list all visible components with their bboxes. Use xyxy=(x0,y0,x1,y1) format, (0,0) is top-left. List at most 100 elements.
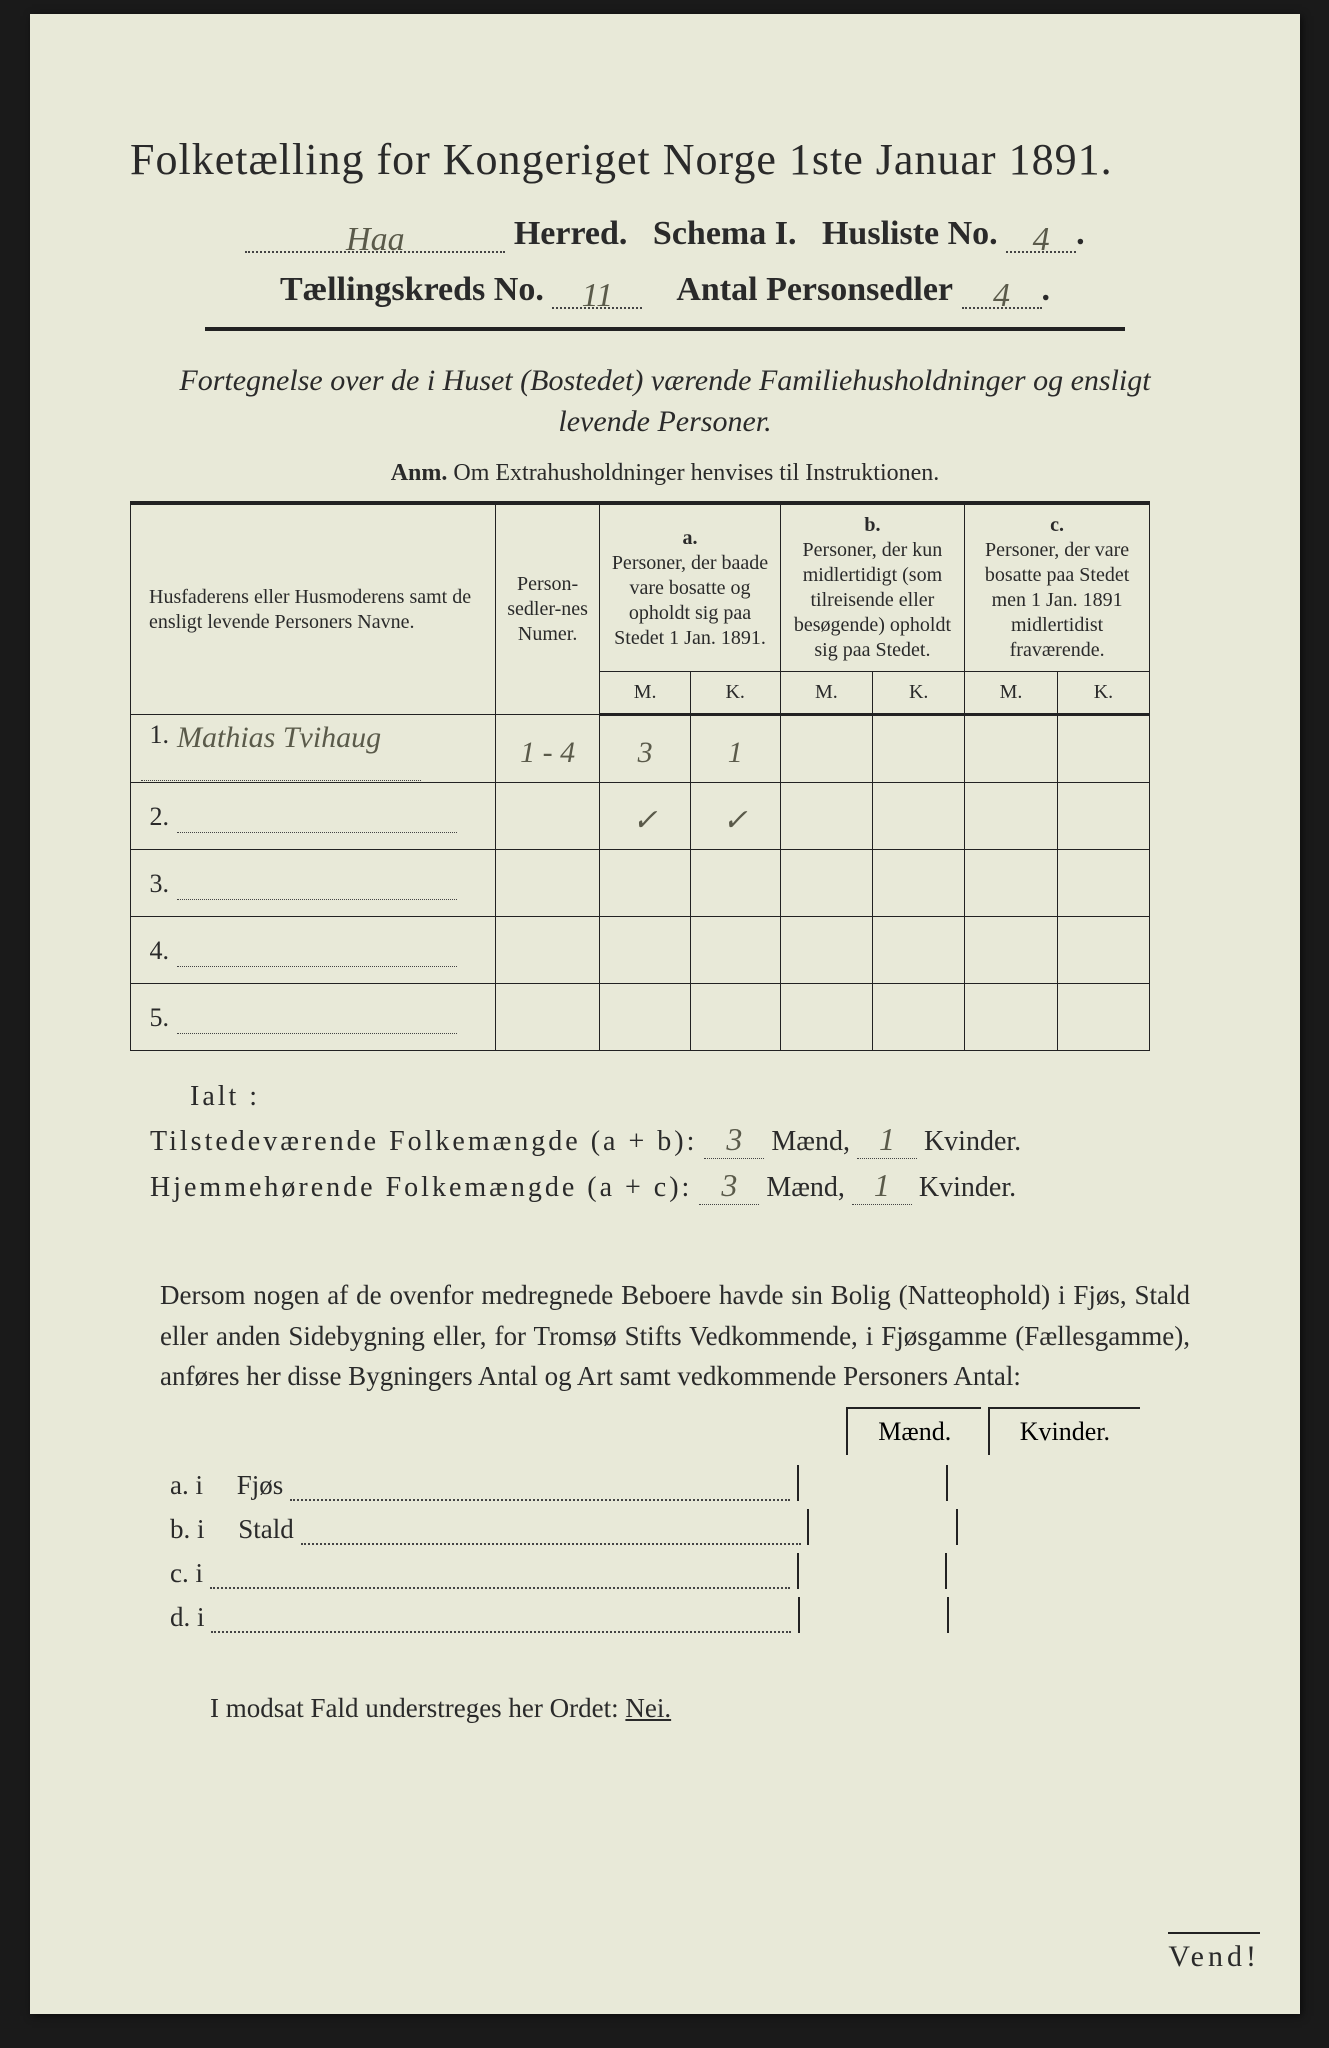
sub-c-k xyxy=(945,1553,1087,1589)
row-name: 4. xyxy=(131,917,496,984)
th-a-text: Personer, der baade vare bosatte og opho… xyxy=(612,552,768,649)
herred-value: Haa xyxy=(346,221,405,258)
row-cell xyxy=(495,917,600,984)
sub-b-k xyxy=(956,1509,1098,1545)
sub-d-k xyxy=(947,1597,1089,1633)
tilstede-label: Tilstedeværende Folkemængde (a + b): xyxy=(150,1126,697,1157)
row-cell xyxy=(495,850,600,917)
th-b-text: Personer, der kun midlertidigt (som tilr… xyxy=(794,539,951,661)
mk-m: Mænd. xyxy=(846,1407,981,1455)
th-b-k: K. xyxy=(873,672,965,715)
th-b-m: M. xyxy=(780,672,873,715)
antal-value: 4 xyxy=(993,277,1010,314)
modsat-line: I modsat Fald understreges her Ordet: Ne… xyxy=(210,1693,1200,1724)
th-c-k: K. xyxy=(1057,672,1149,715)
maend-label2: Mænd, xyxy=(766,1172,845,1203)
table-row: 3. xyxy=(131,850,1150,917)
row-cell xyxy=(495,984,600,1051)
row-cell xyxy=(873,984,965,1051)
bolig-paragraph: Dersom nogen af de ovenfor medregnede Be… xyxy=(160,1275,1190,1397)
subtable: a. i Fjøs b. i Stald c. i d. xyxy=(170,1465,1200,1633)
page-title: Folketælling for Kongeriget Norge 1ste J… xyxy=(130,134,1200,185)
row-name: 5. xyxy=(131,984,496,1051)
maend-label: Mænd, xyxy=(771,1126,850,1157)
mk-k: Kvinder. xyxy=(988,1407,1140,1455)
row-cell xyxy=(965,984,1058,1051)
row-cell: ✓ xyxy=(600,783,690,850)
row-cell xyxy=(780,984,873,1051)
row-cell xyxy=(495,783,600,850)
row-name: 3. xyxy=(131,850,496,917)
row-cell xyxy=(873,850,965,917)
header-line-kreds: Tællingskreds No. 11 Antal Personsedler … xyxy=(130,271,1200,309)
content: Folketælling for Kongeriget Norge 1ste J… xyxy=(130,134,1200,1724)
table-body: 1.Mathias Tvihaug1 - 4312.✓✓3.4.5. xyxy=(131,715,1150,1051)
row-cell xyxy=(965,783,1058,850)
row-cell xyxy=(780,850,873,917)
sub-d-dots xyxy=(211,1609,791,1633)
th-name: Husfaderens eller Husmoderens samt de en… xyxy=(131,505,496,715)
row-cell xyxy=(873,715,965,783)
census-form-page: Folketælling for Kongeriget Norge 1ste J… xyxy=(30,14,1300,2014)
th-b-label: b. xyxy=(864,514,880,536)
table-row: 5. xyxy=(131,984,1150,1051)
row-cell xyxy=(690,917,780,984)
sub-b: b. i Stald xyxy=(170,1509,1200,1545)
row-cell xyxy=(780,783,873,850)
table-row: 4. xyxy=(131,917,1150,984)
kreds-value: 11 xyxy=(582,277,613,314)
th-c-text: Personer, der vare bosatte paa Stedet me… xyxy=(985,539,1129,661)
mk-header: Mænd. Kvinder. xyxy=(130,1407,1140,1455)
antal-label: Antal Personsedler xyxy=(676,271,953,308)
th-a: a. Personer, der baade vare bosatte og o… xyxy=(600,505,780,672)
row-cell xyxy=(1057,917,1149,984)
sub-c-label: c. i xyxy=(170,1558,203,1588)
nei-word: Nei. xyxy=(625,1693,671,1723)
sub-b-dots xyxy=(301,1521,801,1545)
anm-line: Anm. Om Extrahusholdninger henvises til … xyxy=(130,460,1200,487)
sub-a-label: a. i xyxy=(170,1470,203,1500)
row-cell xyxy=(690,984,780,1051)
sub-d-label: d. i xyxy=(170,1602,205,1632)
row-cell: 1 xyxy=(690,715,780,783)
herred-field: Haa xyxy=(245,217,505,253)
sub-c-m xyxy=(797,1553,939,1589)
kreds-field: 11 xyxy=(552,273,642,309)
row-cell xyxy=(965,917,1058,984)
vend-label: Vend! xyxy=(1168,1932,1260,1974)
row-cell xyxy=(1057,715,1149,783)
sum-tilstede: Tilstedeværende Folkemængde (a + b): 3 M… xyxy=(150,1121,1200,1159)
tilstede-k: 1 xyxy=(857,1121,917,1159)
row-cell xyxy=(1057,984,1149,1051)
husliste-value: 4 xyxy=(1033,221,1050,258)
sub-c: c. i xyxy=(170,1553,1200,1589)
kvinder-label2: Kvinder. xyxy=(919,1172,1016,1203)
row-cell xyxy=(1057,783,1149,850)
table-row: 2.✓✓ xyxy=(131,783,1150,850)
ialt-label: Ialt : xyxy=(190,1081,1200,1113)
husliste-label: Husliste No. xyxy=(822,215,998,252)
fortegnelse-text: Fortegnelse over de i Huset (Bostedet) v… xyxy=(150,361,1180,442)
sub-b-m xyxy=(807,1509,949,1545)
row-cell xyxy=(780,715,873,783)
th-b: b. Personer, der kun midlertidigt (som t… xyxy=(780,505,965,672)
row-cell xyxy=(600,850,690,917)
sub-a-k xyxy=(946,1465,1088,1501)
sub-b-label: b. i xyxy=(170,1514,205,1544)
row-cell xyxy=(690,850,780,917)
row-cell xyxy=(965,715,1058,783)
sub-a-dots xyxy=(290,1477,790,1501)
header-line-herred: Haa Herred. Schema I. Husliste No. 4. xyxy=(130,215,1200,253)
row-cell: ✓ xyxy=(690,783,780,850)
th-a-m: M. xyxy=(600,672,690,715)
sub-d-m xyxy=(798,1597,940,1633)
th-c: c. Personer, der vare bosatte paa Stedet… xyxy=(965,505,1150,672)
anm-text: Om Extrahusholdninger henvises til Instr… xyxy=(453,460,939,486)
herred-label: Herred. xyxy=(514,215,628,252)
sub-a-text: Fjøs xyxy=(237,1470,284,1500)
sub-d: d. i xyxy=(170,1597,1200,1633)
husliste-field: 4 xyxy=(1006,217,1076,253)
row-cell xyxy=(600,917,690,984)
th-c-m: M. xyxy=(965,672,1058,715)
row-cell xyxy=(600,984,690,1051)
